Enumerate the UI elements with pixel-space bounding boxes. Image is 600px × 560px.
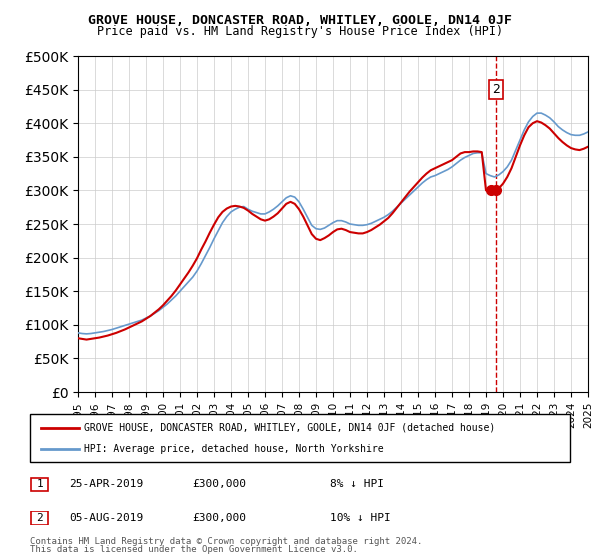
- Text: 8% ↓ HPI: 8% ↓ HPI: [330, 479, 384, 489]
- FancyBboxPatch shape: [31, 511, 48, 525]
- Text: This data is licensed under the Open Government Licence v3.0.: This data is licensed under the Open Gov…: [30, 545, 358, 554]
- Text: GROVE HOUSE, DONCASTER ROAD, WHITLEY, GOOLE, DN14 0JF: GROVE HOUSE, DONCASTER ROAD, WHITLEY, GO…: [88, 14, 512, 27]
- Text: £300,000: £300,000: [192, 513, 246, 523]
- Text: GROVE HOUSE, DONCASTER ROAD, WHITLEY, GOOLE, DN14 0JF (detached house): GROVE HOUSE, DONCASTER ROAD, WHITLEY, GO…: [84, 423, 495, 433]
- Text: 2: 2: [492, 83, 500, 96]
- Text: 10% ↓ HPI: 10% ↓ HPI: [330, 513, 391, 523]
- FancyBboxPatch shape: [31, 478, 48, 491]
- Text: Contains HM Land Registry data © Crown copyright and database right 2024.: Contains HM Land Registry data © Crown c…: [30, 537, 422, 546]
- FancyBboxPatch shape: [30, 414, 570, 462]
- Text: HPI: Average price, detached house, North Yorkshire: HPI: Average price, detached house, Nort…: [84, 444, 383, 454]
- Text: 25-APR-2019: 25-APR-2019: [69, 479, 143, 489]
- Text: £300,000: £300,000: [192, 479, 246, 489]
- Text: 2: 2: [36, 513, 43, 523]
- Text: Price paid vs. HM Land Registry's House Price Index (HPI): Price paid vs. HM Land Registry's House …: [97, 25, 503, 38]
- Text: 05-AUG-2019: 05-AUG-2019: [69, 513, 143, 523]
- Text: 1: 1: [36, 479, 43, 489]
